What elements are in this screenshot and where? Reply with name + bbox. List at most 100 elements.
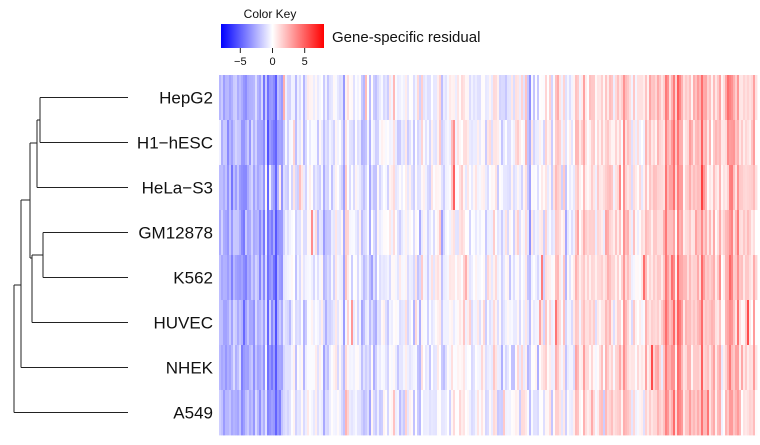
heatmap-cell xyxy=(307,165,310,211)
heatmap-cell xyxy=(535,390,538,436)
heatmap-cell xyxy=(641,210,644,256)
heatmap-cell xyxy=(511,210,514,256)
heatmap-cell xyxy=(505,255,508,301)
heatmap-cell xyxy=(399,75,402,121)
heatmap-cell xyxy=(587,165,590,211)
heatmap-cell xyxy=(691,75,694,121)
heatmap-cell xyxy=(691,345,694,391)
heatmap-cell xyxy=(547,120,550,166)
heatmap-cell xyxy=(335,75,338,121)
heatmap-cell xyxy=(575,75,578,121)
heatmap-cell xyxy=(453,255,456,301)
heatmap-cell xyxy=(523,300,526,346)
heatmap-cell xyxy=(355,120,358,166)
heatmap-cell xyxy=(309,120,312,166)
heatmap-cell xyxy=(405,165,408,211)
heatmap-cell xyxy=(647,210,650,256)
heatmap-cell xyxy=(235,255,238,301)
heatmap-cell xyxy=(275,345,278,391)
heatmap-cell xyxy=(621,390,624,436)
heatmap-cell xyxy=(285,165,288,211)
heatmap-cell xyxy=(321,390,324,436)
heatmap-cell xyxy=(625,390,628,436)
heatmap-cell xyxy=(541,390,544,436)
heatmap-cell xyxy=(401,120,404,166)
heatmap-cell xyxy=(331,255,334,301)
heatmap-cell xyxy=(629,390,632,436)
heatmap-cell xyxy=(589,390,592,436)
heatmap-cell xyxy=(701,120,704,166)
heatmap-cell xyxy=(527,165,530,211)
heatmap-cell xyxy=(723,255,726,301)
heatmap-cell xyxy=(395,300,398,346)
heatmap-cell xyxy=(247,300,250,346)
heatmap-cell xyxy=(393,300,396,346)
heatmap-cell xyxy=(581,255,584,301)
heatmap-cell xyxy=(305,75,308,121)
heatmap-cell xyxy=(621,75,624,121)
heatmap-cell xyxy=(223,255,226,301)
heatmap-cell xyxy=(591,390,594,436)
heatmap-cell xyxy=(555,120,558,166)
heatmap-cell xyxy=(429,165,432,211)
heatmap-cell xyxy=(363,300,366,346)
heatmap-cell xyxy=(501,300,504,346)
heatmap-cell xyxy=(273,165,276,211)
heatmap-cell xyxy=(447,255,450,301)
heatmap-cell xyxy=(269,300,272,346)
heatmap-cell xyxy=(329,120,332,166)
heatmap-cell xyxy=(509,165,512,211)
heatmap-cell xyxy=(577,165,580,211)
heatmap-cell xyxy=(489,390,492,436)
heatmap-cell xyxy=(493,210,496,256)
heatmap-cell xyxy=(239,345,242,391)
heatmap-cell xyxy=(269,120,272,166)
heatmap-cell xyxy=(439,345,442,391)
heatmap-cell xyxy=(693,165,696,211)
heatmap-cell xyxy=(453,345,456,391)
heatmap-cell xyxy=(511,345,514,391)
heatmap-cell xyxy=(617,165,620,211)
heatmap-cell xyxy=(565,120,568,166)
heatmap-cell xyxy=(669,165,672,211)
heatmap-cell xyxy=(299,210,302,256)
row-label: HUVEC xyxy=(153,314,213,333)
heatmap-cell xyxy=(267,390,270,436)
heatmap-cell xyxy=(479,75,482,121)
heatmap-cell xyxy=(527,120,530,166)
heatmap-cell xyxy=(619,165,622,211)
heatmap-cell xyxy=(477,120,480,166)
heatmap-cell xyxy=(613,390,616,436)
heatmap-cell xyxy=(441,210,444,256)
heatmap-cell xyxy=(643,255,646,301)
heatmap-cell xyxy=(281,300,284,346)
heatmap-cell xyxy=(527,210,530,256)
heatmap-cell xyxy=(693,345,696,391)
heatmap-cell xyxy=(317,210,320,256)
heatmap-cell xyxy=(617,390,620,436)
heatmap-cell xyxy=(337,390,340,436)
heatmap-cell xyxy=(335,255,338,301)
heatmap-cell xyxy=(369,165,372,211)
heatmap-cell xyxy=(533,345,536,391)
heatmap-cell xyxy=(335,390,338,436)
heatmap-cell xyxy=(411,210,414,256)
heatmap-cell xyxy=(331,165,334,211)
heatmap-cell xyxy=(249,210,252,256)
heatmap-cell xyxy=(343,255,346,301)
heatmap-cell xyxy=(635,390,638,436)
heatmap-cell xyxy=(273,120,276,166)
heatmap-cell xyxy=(451,120,454,166)
heatmap-cell xyxy=(491,345,494,391)
heatmap-cell xyxy=(337,210,340,256)
heatmap-cell xyxy=(753,210,756,256)
heatmap-cell xyxy=(253,390,256,436)
heatmap-cell xyxy=(277,300,280,346)
heatmap-cell xyxy=(255,345,258,391)
heatmap-cell xyxy=(463,210,466,256)
heatmap-cell xyxy=(679,120,682,166)
heatmap-cell xyxy=(685,255,688,301)
heatmap-cell xyxy=(423,390,426,436)
heatmap-cell xyxy=(531,255,534,301)
heatmap-cell xyxy=(285,345,288,391)
